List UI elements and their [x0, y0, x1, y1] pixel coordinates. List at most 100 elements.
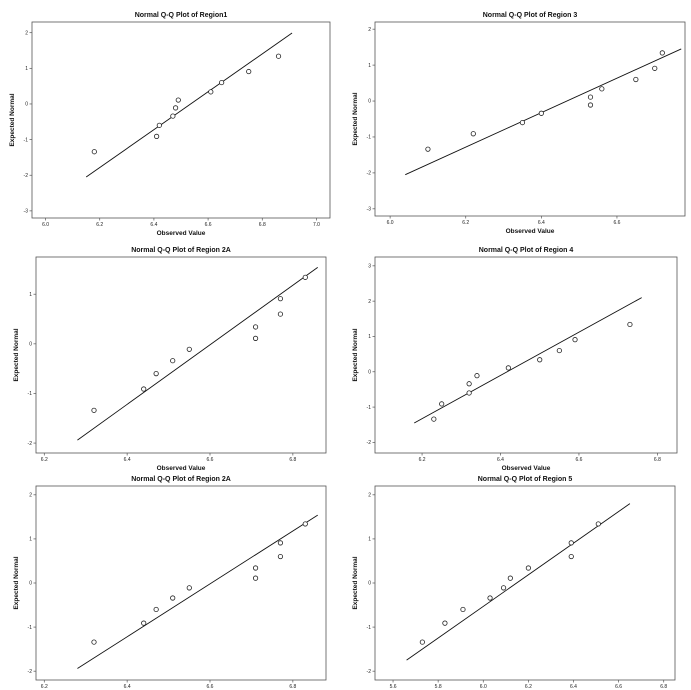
qq-point	[141, 386, 147, 392]
qq-point	[277, 311, 284, 317]
plot-title: Normal Q-Q Plot of Region1	[135, 12, 228, 19]
qq-point	[537, 357, 543, 363]
qq-point	[170, 595, 176, 601]
y-tick-label: 0	[368, 369, 371, 375]
plot-title: Normal Q-Q Plot of Region 2A	[131, 476, 231, 483]
qq-point	[246, 68, 252, 75]
qq-plot-svg: Normal Q-Q Plot of Region 5 5.6 5.8 6.0 6.2 6…	[352, 476, 676, 690]
plot-area	[35, 485, 327, 681]
qq-point	[91, 407, 97, 413]
qq-point	[599, 86, 605, 92]
plot-area	[374, 256, 678, 454]
qq-point	[659, 50, 665, 56]
qq-point	[633, 76, 639, 83]
y-tick-label: -3	[367, 207, 372, 213]
x-tick-label: 6.6	[575, 457, 582, 463]
qq-point	[587, 94, 594, 100]
qq-point	[170, 113, 176, 119]
plot-area	[31, 21, 331, 219]
x-tick-label: 6.0	[480, 684, 487, 690]
normal-reference-line	[406, 503, 631, 661]
qq-plot-region-3: Normal Q-Q Plot of Region 3 6.0 6.2 6.4 6.6 2…	[345, 12, 686, 235]
y-tick-label: 0	[29, 581, 32, 587]
x-tick-label: 6.8	[289, 457, 296, 463]
x-tick-label: 5.8	[435, 684, 442, 690]
y-tick-label: -1	[367, 405, 372, 411]
qq-point	[275, 53, 282, 59]
x-tick-label: 6.2	[525, 684, 532, 690]
x-tick-label: 6.4	[497, 457, 504, 463]
x-tick-label: 6.4	[124, 684, 131, 690]
x-tick-label: 6.8	[654, 457, 661, 463]
qq-point	[595, 521, 601, 527]
plot-title: Normal Q-Q Plot of Region 3	[483, 12, 578, 19]
qq-plot-region-2a-bottom: Normal Q-Q Plot of Region 2A 6.2 6.4 6.6 6.8…	[0, 476, 340, 690]
y-axis-label: Expected Normal	[352, 556, 359, 609]
y-tick-label: 2	[29, 493, 32, 499]
y-tick-label: 1	[29, 537, 32, 543]
plot-area	[35, 256, 327, 454]
qq-plot-svg: Normal Q-Q Plot of Region 2A 6.2 6.4 6.6 6.8…	[13, 476, 327, 690]
qq-point	[91, 149, 97, 155]
qq-point	[627, 321, 633, 328]
x-tick-label: 6.6	[613, 220, 620, 226]
y-tick-label: -2	[367, 171, 372, 177]
qq-point	[172, 105, 179, 111]
x-tick-label: 6.8	[289, 684, 296, 690]
y-tick-label: 0	[29, 342, 32, 348]
plot-title: Normal Q-Q Plot of Region 2A	[131, 247, 231, 254]
y-tick-label: -1	[28, 625, 33, 631]
x-axis-label: Observed Value	[157, 230, 206, 237]
y-tick-label: -2	[367, 669, 372, 675]
qq-point	[487, 595, 493, 601]
qq-point	[219, 79, 225, 86]
qq-point	[252, 335, 259, 341]
y-tick-label: 2	[368, 27, 371, 33]
x-tick-label: 6.8	[660, 684, 667, 690]
x-tick-label: 6.2	[41, 684, 48, 690]
qq-point	[252, 575, 259, 581]
qq-point	[572, 337, 578, 343]
plot-area	[374, 21, 686, 217]
qq-point	[153, 371, 159, 377]
qq-plot-region-2a-top: Normal Q-Q Plot of Region 2A 6.2 6.4 6.6 6.8…	[0, 247, 340, 472]
y-tick-label: 1	[368, 334, 371, 340]
x-tick-label: 6.2	[419, 457, 426, 463]
qq-plot-svg: Normal Q-Q Plot of Region 2A 6.2 6.4 6.6 6.8…	[13, 247, 327, 472]
qq-point	[556, 347, 562, 354]
x-tick-label: 6.2	[462, 220, 469, 226]
x-tick-label: 6.6	[207, 457, 214, 463]
qq-point	[466, 390, 472, 396]
qq-point	[302, 521, 308, 527]
qq-point	[431, 416, 437, 422]
qq-point	[466, 381, 472, 387]
qq-plot-region-5: Normal Q-Q Plot of Region 5 5.6 5.8 6.0 6.2 6…	[345, 476, 685, 690]
plot-title: Normal Q-Q Plot of Region 5	[478, 476, 573, 483]
qq-point	[277, 540, 284, 546]
y-tick-label: -2	[28, 441, 33, 447]
x-tick-label: 6.8	[259, 222, 266, 228]
qq-point	[170, 358, 176, 364]
qq-point	[208, 89, 214, 95]
y-tick-label: -3	[24, 209, 29, 215]
y-tick-label: -1	[367, 625, 372, 631]
y-tick-label: 2	[368, 493, 371, 499]
qq-point	[652, 65, 658, 71]
y-axis-label: Expected Normal	[13, 328, 20, 381]
qq-point	[91, 639, 97, 645]
x-tick-label: 6.2	[96, 222, 103, 228]
y-tick-label: -1	[28, 391, 33, 397]
x-tick-label: 7.0	[313, 222, 320, 228]
y-tick-label: 2	[368, 299, 371, 305]
qq-point	[277, 553, 284, 560]
x-tick-label: 6.4	[124, 457, 131, 463]
qq-point	[277, 296, 284, 302]
x-tick-label: 6.2	[41, 457, 48, 463]
qq-point	[568, 540, 574, 546]
qq-point	[538, 110, 544, 116]
x-tick-label: 6.6	[207, 684, 214, 690]
x-tick-label: 6.4	[538, 220, 545, 226]
qq-point	[507, 575, 513, 581]
qq-point	[153, 606, 159, 613]
x-axis-label: Observed Value	[506, 228, 555, 235]
